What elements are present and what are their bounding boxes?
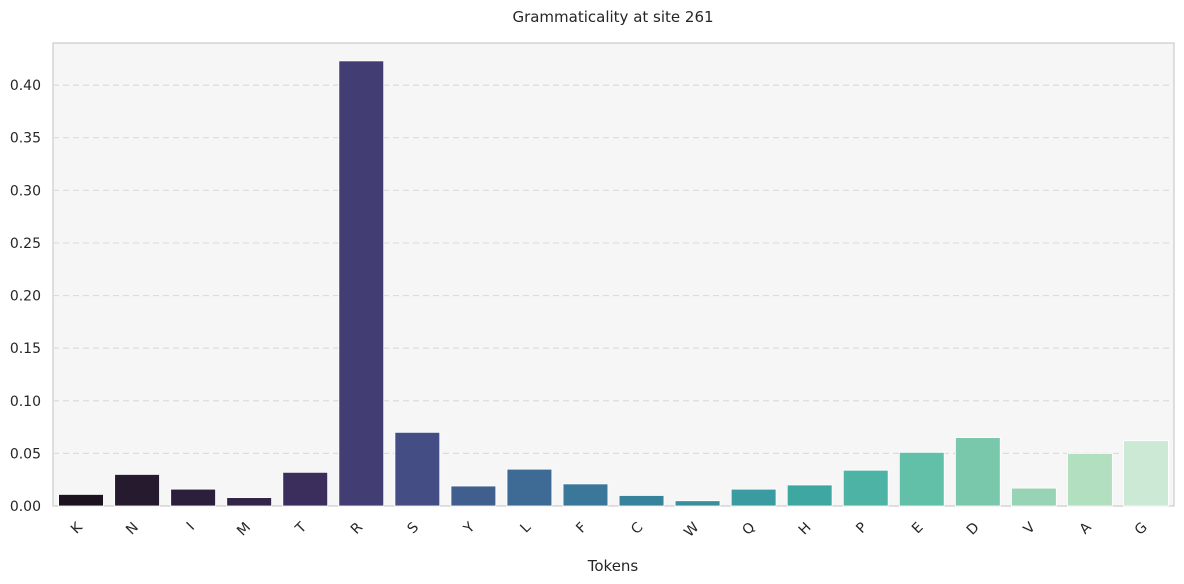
x-tick-label: K bbox=[68, 519, 86, 537]
bar-l bbox=[506, 468, 553, 507]
x-tick-label: E bbox=[909, 520, 927, 538]
bar-k bbox=[58, 494, 104, 507]
grid-lines bbox=[53, 84, 1174, 454]
y-tick-label: 0.40 bbox=[10, 78, 41, 94]
bar-e bbox=[898, 451, 945, 507]
x-tick-label: V bbox=[1021, 519, 1039, 537]
x-tick-label: I bbox=[184, 520, 198, 534]
x-tick-label: W bbox=[681, 519, 702, 540]
x-tick-label: N bbox=[123, 520, 142, 539]
bar-p bbox=[842, 469, 889, 507]
bar-w bbox=[674, 500, 721, 507]
plot-area bbox=[52, 42, 1175, 507]
y-tick-label: 0.15 bbox=[10, 341, 41, 357]
bars bbox=[58, 60, 1169, 507]
x-tick-label: H bbox=[796, 520, 815, 539]
bar-q bbox=[730, 488, 777, 507]
bar-r bbox=[338, 60, 385, 507]
y-tick-label: 0.05 bbox=[10, 446, 41, 462]
x-tick-label: R bbox=[348, 519, 366, 537]
bar-h bbox=[786, 484, 833, 507]
x-tick-label: F bbox=[573, 520, 590, 537]
y-axis-ticks: 0.00 0.05 0.10 0.15 0.20 0.25 0.30 0.35 0.40 bbox=[10, 78, 41, 515]
chart-title: Grammaticality at site 261 bbox=[512, 8, 713, 26]
x-tick-label: C bbox=[628, 519, 646, 537]
bar-t bbox=[282, 471, 329, 507]
x-tick-label: D bbox=[964, 520, 983, 539]
x-tick-label: Q bbox=[739, 520, 758, 539]
bar-g bbox=[1123, 440, 1169, 507]
x-tick-label: P bbox=[853, 520, 870, 537]
y-tick-label: 0.10 bbox=[10, 394, 41, 410]
bar-c bbox=[618, 495, 665, 507]
y-tick-label: 0.35 bbox=[10, 131, 41, 147]
bar-y bbox=[450, 485, 497, 507]
y-tick-label: 0.30 bbox=[10, 183, 41, 199]
bar-f bbox=[562, 483, 609, 507]
x-tick-label: S bbox=[405, 519, 423, 537]
x-tick-label: G bbox=[1132, 520, 1151, 539]
bar-s bbox=[394, 431, 441, 507]
bar-d bbox=[955, 437, 1001, 507]
x-tick-label: M bbox=[234, 520, 254, 540]
bar-n bbox=[114, 474, 160, 507]
bar-m bbox=[226, 497, 272, 507]
y-tick-label: 0.25 bbox=[10, 236, 41, 252]
bar-i bbox=[170, 488, 216, 507]
x-tick-label: Y bbox=[460, 519, 478, 537]
bar-a bbox=[1067, 452, 1113, 507]
bar-v bbox=[1011, 487, 1057, 507]
y-tick-label: 0.00 bbox=[10, 499, 41, 515]
x-axis-label: Tokens bbox=[587, 557, 639, 575]
x-tick-label: A bbox=[1077, 519, 1095, 537]
x-tick-label: L bbox=[517, 519, 534, 536]
x-tick-label: T bbox=[292, 519, 310, 537]
y-tick-label: 0.20 bbox=[10, 289, 41, 305]
